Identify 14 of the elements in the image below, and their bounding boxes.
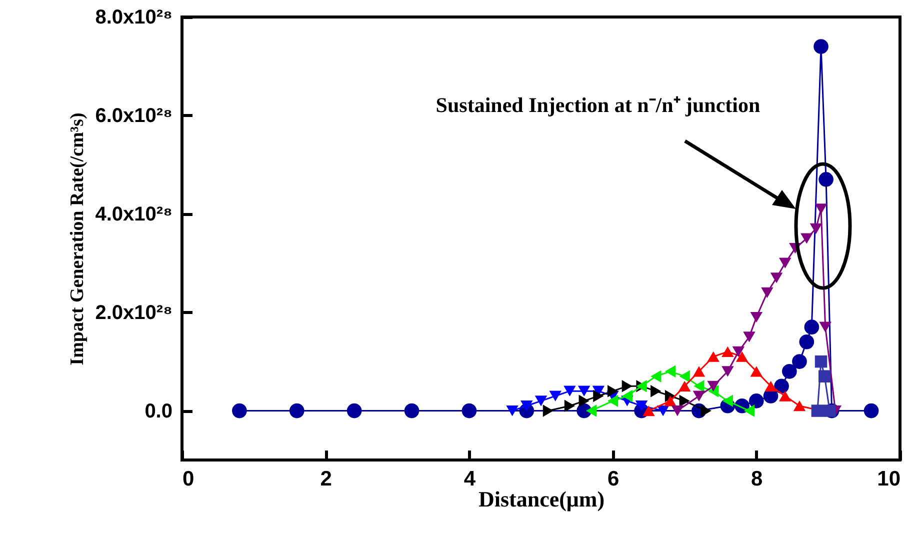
y-tick-label: 8.0x10²⁸ xyxy=(95,6,172,28)
x-tick-label: 2 xyxy=(320,468,332,490)
y-tick-label: 0.0 xyxy=(144,400,172,422)
annotation: Sustained Injection at n⁻/n⁺ junction xyxy=(434,92,762,119)
y-tick-label: 6.0x10²⁸ xyxy=(95,104,172,127)
y-tick-label: 2.0x10²⁸ xyxy=(95,302,172,324)
y-tick-label: 4.0x10²⁸ xyxy=(95,203,172,226)
x-tick-label: 8 xyxy=(751,468,764,490)
x-tick-label: 6 xyxy=(607,468,620,490)
x-axis-title: Distance(μm) xyxy=(478,486,605,512)
x-tick-label: 4 xyxy=(464,468,476,490)
x-tick-label: 0 xyxy=(182,468,194,490)
x-tick-label: 10 xyxy=(877,468,900,490)
y-axis-title: Impact Generation Rate(/cm³s) xyxy=(67,112,88,366)
